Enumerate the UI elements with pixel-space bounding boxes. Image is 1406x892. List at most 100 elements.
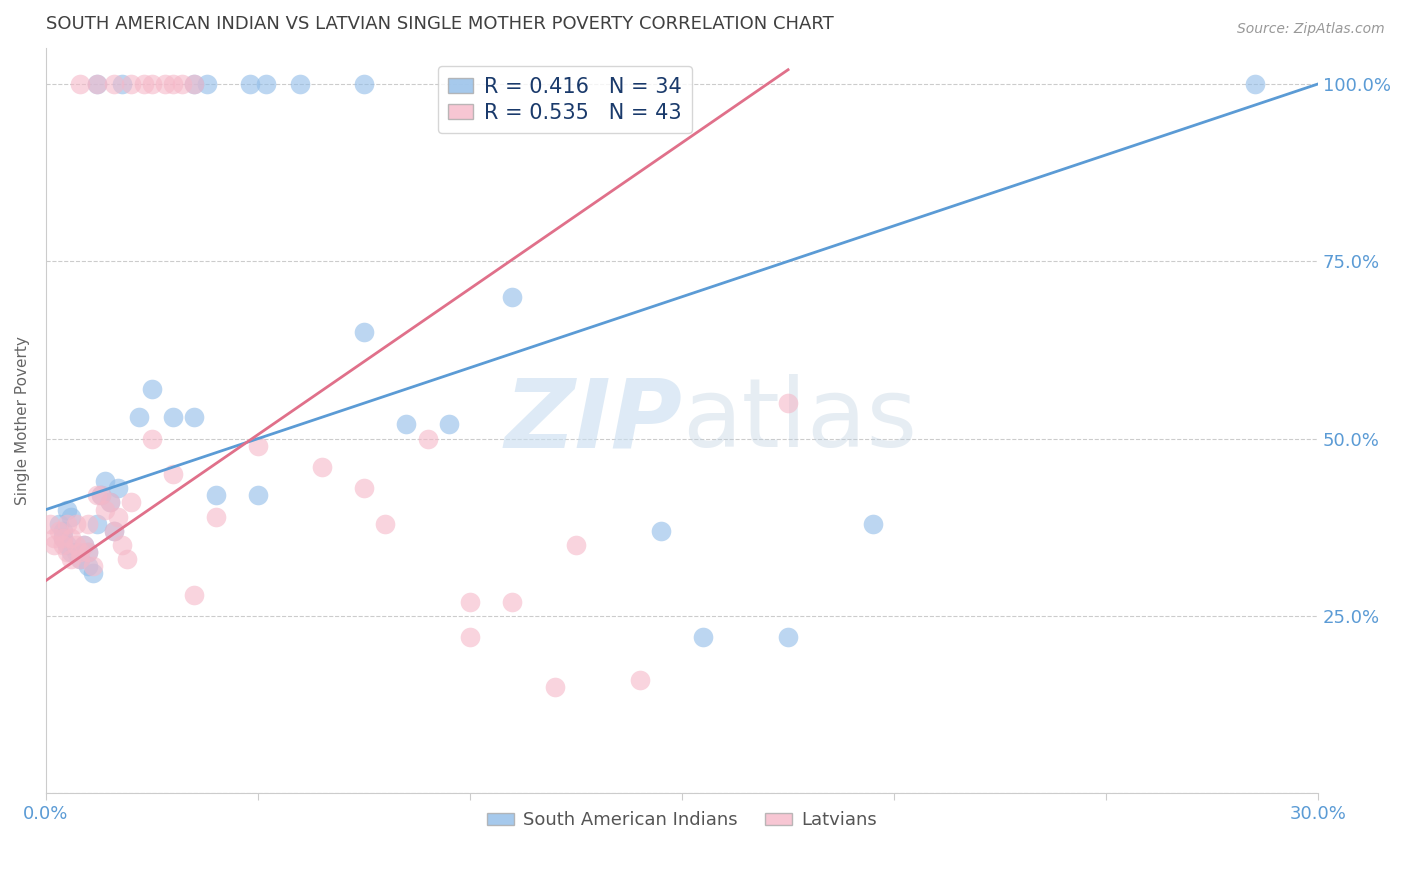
Point [692,630,714,644]
Point [73,538,96,552]
Point [103,524,125,538]
Point [48,516,70,531]
Point [60,545,83,559]
Point [141,382,163,396]
Point [650,524,672,538]
Point [170,77,193,91]
Point [39,516,62,531]
Point [103,77,125,91]
Point [60,509,83,524]
Point [183,410,205,425]
Point [90,488,112,502]
Point [94,502,117,516]
Point [501,290,523,304]
Point [162,410,184,425]
Point [86,77,108,91]
Point [256,77,278,91]
Point [778,396,800,410]
Point [44,531,66,545]
Point [246,439,269,453]
Point [862,516,884,531]
Point [77,559,100,574]
Point [778,630,800,644]
Point [111,538,134,552]
Point [107,481,129,495]
Point [183,77,205,91]
Point [103,524,125,538]
Point [48,524,70,538]
Point [52,531,75,545]
Text: SOUTH AMERICAN INDIAN VS LATVIAN SINGLE MOTHER POVERTY CORRELATION CHART: SOUTH AMERICAN INDIAN VS LATVIAN SINGLE … [46,15,834,33]
Point [86,516,108,531]
Point [77,545,100,559]
Point [628,673,651,687]
Point [458,630,481,644]
Point [141,77,163,91]
Point [183,77,205,91]
Point [204,509,226,524]
Point [82,559,104,574]
Point [82,566,104,581]
Point [458,595,481,609]
Point [353,481,375,495]
Point [162,77,184,91]
Point [141,432,163,446]
Point [69,552,91,566]
Point [60,531,83,545]
Point [107,509,129,524]
Point [98,495,121,509]
Point [98,495,121,509]
Point [132,77,155,91]
Point [65,538,87,552]
Point [86,488,108,502]
Point [65,516,87,531]
Point [73,538,96,552]
Point [374,516,396,531]
Point [56,538,79,552]
Point [69,77,91,91]
Point [162,467,184,482]
Point [52,524,75,538]
Point [56,502,79,516]
Point [353,77,375,91]
Point [69,545,91,559]
Point [115,552,138,566]
Point [195,77,218,91]
Point [1243,77,1265,91]
Point [86,77,108,91]
Text: ZIP: ZIP [505,375,682,467]
Point [77,545,100,559]
Point [69,552,91,566]
Point [44,538,66,552]
Point [65,545,87,559]
Point [77,516,100,531]
Point [183,588,205,602]
Point [437,417,460,432]
Point [56,516,79,531]
Point [311,460,333,475]
Point [111,77,134,91]
Point [395,417,418,432]
Text: Source: ZipAtlas.com: Source: ZipAtlas.com [1237,22,1385,37]
Point [416,432,439,446]
Point [238,77,260,91]
Point [128,410,150,425]
Point [204,488,226,502]
Y-axis label: Single Mother Poverty: Single Mother Poverty [15,336,30,506]
Point [120,77,142,91]
Point [290,77,312,91]
Text: atlas: atlas [682,375,917,467]
Point [60,552,83,566]
Point [353,325,375,339]
Legend: South American Indians, Latvians: South American Indians, Latvians [479,804,884,837]
Point [90,488,112,502]
Point [94,474,117,488]
Point [565,538,588,552]
Point [544,680,567,694]
Point [52,538,75,552]
Point [246,488,269,502]
Point [52,531,75,545]
Point [501,595,523,609]
Point [56,545,79,559]
Point [153,77,176,91]
